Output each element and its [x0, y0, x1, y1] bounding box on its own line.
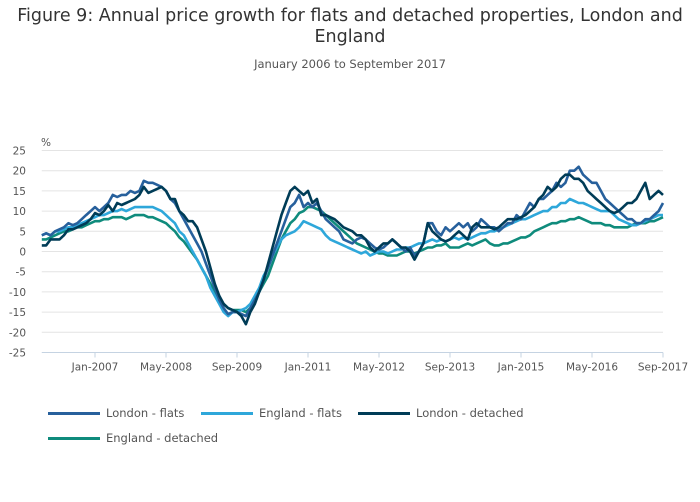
legend-label: London - detached [416, 406, 524, 420]
series-line-england-flats[interactable] [41, 197, 663, 318]
y-tick-label: -5 [16, 267, 26, 279]
x-tick-label: May-2008 [140, 362, 192, 374]
y-tick-label: 10 [13, 206, 26, 218]
chart-subtitle: January 2006 to September 2017 [254, 57, 446, 71]
series-line-england-detached[interactable] [41, 205, 664, 314]
y-tick-label: 5 [19, 226, 26, 238]
y-axis-label: % [41, 137, 51, 149]
y-tick-label: -20 [9, 327, 26, 339]
legend-label: London - flats [106, 406, 185, 420]
series-line-london-detached[interactable] [41, 173, 664, 326]
legend-item-england-detached[interactable]: England - detached [48, 431, 218, 445]
x-tick-label: Sep-2009 [212, 362, 262, 374]
y-tick-label: 25 [13, 146, 26, 158]
legend-item-england-flats[interactable]: England - flats [201, 406, 342, 420]
x-tick-label: Sep-2013 [425, 362, 475, 374]
x-tick-label: Jan-2015 [497, 362, 545, 374]
legend-swatch [201, 411, 253, 415]
legend-swatch [358, 411, 410, 415]
legend-item-london-flats[interactable]: London - flats [48, 406, 184, 420]
legend-label: England - flats [259, 406, 342, 420]
x-tick-label: May-2012 [353, 362, 405, 374]
y-tick-label: -10 [9, 287, 26, 299]
y-tick-label: 0 [19, 247, 26, 259]
line-chart: % 25 20 15 10 5 0 -5 -10 -15 -20 -25 Jan-2007 May-2… [9, 137, 688, 374]
legend-item-london-detached[interactable]: London - detached [358, 406, 524, 420]
y-tick-label: -25 [9, 348, 26, 360]
legend-swatch [48, 411, 100, 415]
x-tick-label: Jan-2007 [71, 362, 119, 374]
y-tick-label: 15 [13, 186, 26, 198]
y-tick-label: -15 [9, 307, 26, 319]
legend-label: England - detached [106, 431, 219, 445]
y-tick-label: 20 [13, 166, 26, 178]
legend-swatch [48, 436, 100, 440]
series-line-london-flats[interactable] [41, 165, 665, 318]
x-tick-label: Sep-2017 [638, 362, 688, 374]
chart-title: Figure 9: Annual price growth for flats … [17, 6, 683, 47]
x-tick-label: Jan-2011 [284, 362, 332, 374]
x-tick-label: May-2016 [566, 362, 618, 374]
